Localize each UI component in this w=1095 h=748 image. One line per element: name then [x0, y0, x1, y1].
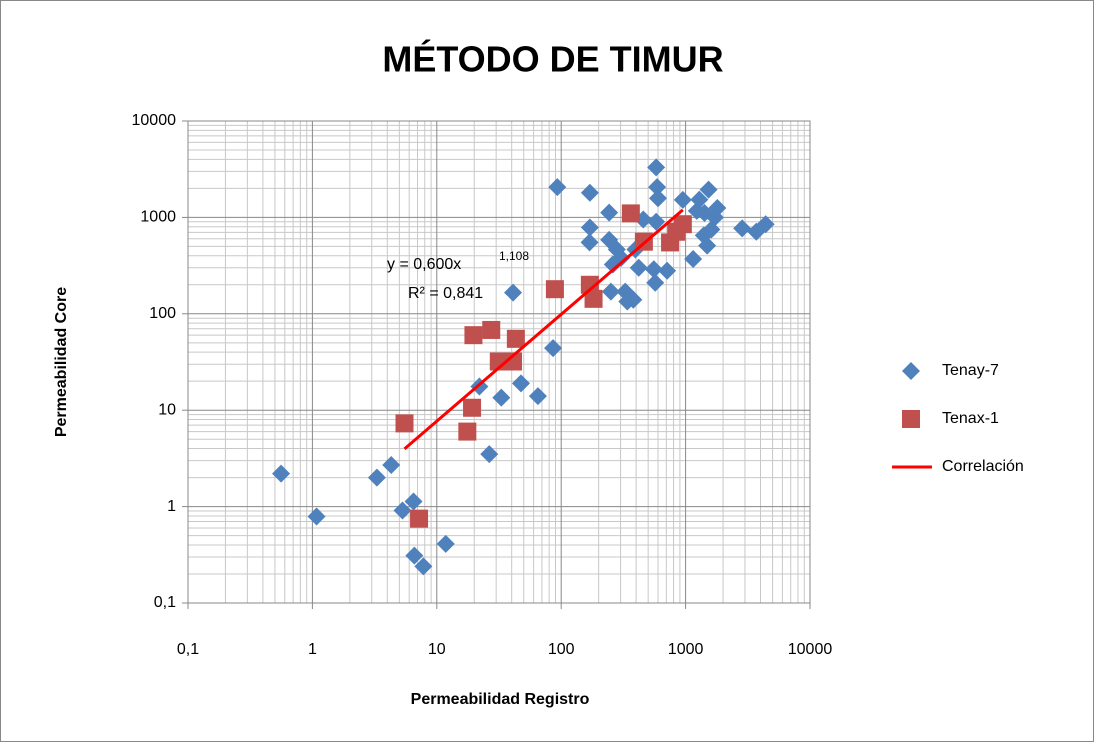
- point: [367, 468, 386, 487]
- point: [648, 178, 667, 197]
- y-tick-label: 0,1: [154, 594, 176, 611]
- point: [404, 492, 423, 511]
- y-tick-label: 10: [158, 401, 176, 418]
- point: [414, 557, 433, 576]
- x-tick-label: 1000: [668, 641, 704, 658]
- x-tick-label: 10: [428, 641, 446, 658]
- point: [624, 290, 643, 309]
- point: [621, 204, 640, 223]
- y-axis-label: Permeabilidad Core: [53, 287, 70, 437]
- x-tick-label: 0,1: [177, 641, 199, 658]
- point: [644, 260, 663, 279]
- plot-border: [187, 120, 811, 604]
- point: [684, 250, 703, 269]
- y-tick-label: 1: [167, 498, 176, 515]
- point: [673, 190, 692, 209]
- point: [649, 189, 668, 208]
- point: [492, 388, 511, 407]
- point: [458, 422, 477, 441]
- point: [482, 320, 501, 339]
- x-tick-label: 100: [548, 641, 575, 658]
- point: [528, 387, 547, 406]
- point: [393, 501, 412, 520]
- point: [463, 398, 482, 417]
- x-tick-label: 1: [308, 641, 317, 658]
- annotation: R² = 0,841: [408, 285, 483, 302]
- point: [708, 199, 727, 218]
- point: [584, 289, 603, 308]
- point: [506, 329, 525, 348]
- point: [410, 509, 429, 528]
- trend-line: [403, 208, 684, 451]
- point: [607, 240, 626, 259]
- legend-label: Tenax-1: [942, 410, 999, 427]
- point: [629, 258, 648, 277]
- chart-title: MÉTODO DE TIMUR: [382, 39, 723, 80]
- legend-label: Correlación: [942, 458, 1024, 475]
- point: [647, 212, 666, 231]
- point: [580, 233, 599, 252]
- annotation: 1,108: [499, 249, 529, 263]
- point: [733, 219, 752, 238]
- point: [756, 215, 775, 234]
- y-tick-label: 100: [149, 305, 176, 322]
- point: [464, 326, 483, 345]
- point: [646, 273, 665, 292]
- legend-swatch: [902, 362, 920, 380]
- point: [307, 507, 326, 526]
- point: [612, 248, 631, 267]
- point: [658, 261, 677, 280]
- point: [511, 374, 530, 393]
- point: [600, 203, 619, 222]
- point: [698, 236, 717, 255]
- point: [601, 282, 620, 301]
- y-tick-label: 1000: [140, 209, 176, 226]
- x-tick-label: 10000: [788, 641, 833, 658]
- point: [395, 414, 414, 433]
- point: [382, 456, 401, 475]
- point: [673, 215, 692, 234]
- point: [272, 464, 291, 483]
- point: [699, 180, 718, 199]
- annotation: y = 0,600x: [387, 256, 461, 273]
- point: [580, 218, 599, 237]
- point: [580, 275, 599, 294]
- point: [580, 183, 599, 202]
- point: [436, 534, 455, 553]
- point: [405, 546, 424, 565]
- point: [504, 352, 523, 371]
- point: [480, 445, 499, 464]
- legend-swatch: [902, 410, 920, 428]
- point: [504, 283, 523, 302]
- y-tick-label: 10000: [132, 112, 177, 129]
- x-axis-label: Permeabilidad Registro: [411, 691, 590, 708]
- legend-label: Tenay-7: [942, 362, 999, 379]
- point: [545, 280, 564, 299]
- point: [544, 339, 563, 358]
- point: [690, 190, 709, 209]
- point: [548, 178, 567, 197]
- point: [647, 158, 666, 177]
